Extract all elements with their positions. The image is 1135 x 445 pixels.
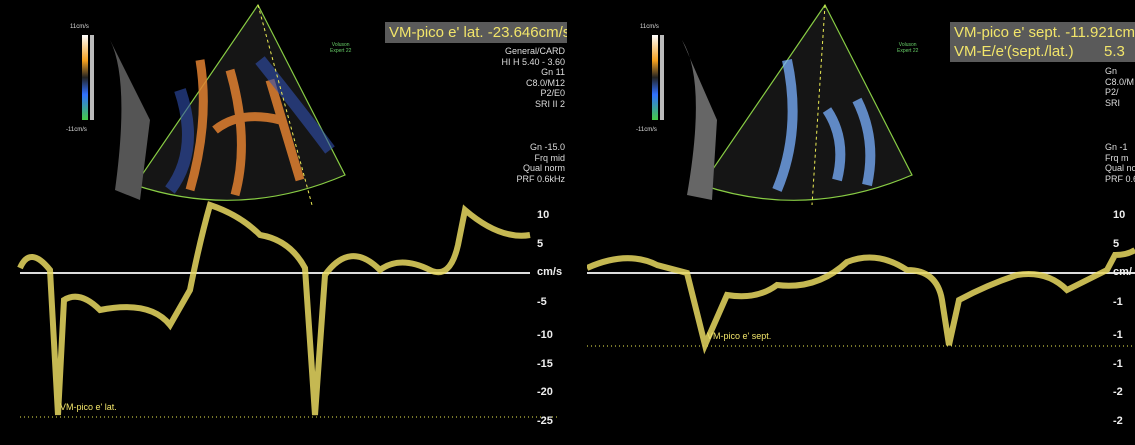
velocity-tick-label: -5 xyxy=(537,296,547,308)
color-scale-min: -11cm/s xyxy=(66,125,87,135)
doppler-setting: Qual no xyxy=(1105,163,1135,173)
velocity-tick-label: 10 xyxy=(537,209,549,221)
image xyxy=(0,0,567,445)
setting: Gn xyxy=(1105,66,1117,76)
setting: P2/ xyxy=(1105,87,1119,97)
velocity-tick-label: -1 xyxy=(1113,296,1123,308)
logo-text: Expert 22 xyxy=(330,48,351,54)
velocity-tick-label: -2 xyxy=(1113,386,1123,398)
setting: SRI II 2 xyxy=(535,99,565,109)
velocity-tick-label: 5 xyxy=(1113,238,1119,250)
velocity-tick-label: -1 xyxy=(1113,358,1123,370)
setting: HI H 5.40 - 3.60 xyxy=(501,57,565,67)
setting: General/CARD xyxy=(505,46,565,56)
velocity-tick-label: -10 xyxy=(537,329,553,341)
velocity-tick-label: 5 xyxy=(537,238,543,250)
doppler-setting: Qual norm xyxy=(523,163,565,173)
measurement-text: 5.3 xyxy=(1104,42,1125,61)
color-scale-max: 11cm/s xyxy=(70,22,89,32)
screen: 11cm/s -11cm/s VolusonExpert 22 VM-pico e' … xyxy=(0,0,1135,445)
velocity-tick-label: 10 xyxy=(1113,209,1125,221)
logo-text: Expert 22 xyxy=(897,48,918,54)
marker-label: VM-pico e' sept. xyxy=(707,331,771,341)
velocity-tick-label: -15 xyxy=(537,358,553,370)
velocity-tick-label: -1 xyxy=(1113,329,1123,341)
doppler-setting: Frq m xyxy=(1105,153,1129,163)
measurement-box: VM-pico e' lat. -23.646cm/s xyxy=(385,22,567,43)
velocity-tick-label: cm/ xyxy=(1113,266,1132,278)
measurement-text: VM-E/e'(sept./lat.) xyxy=(954,42,1104,61)
doppler-setting: Gn -15.0 xyxy=(530,142,565,152)
image xyxy=(587,0,1135,445)
doppler-setting: PRF 0.6k xyxy=(1105,174,1135,184)
color-scale-max: 11cm/s xyxy=(640,22,659,32)
color-scale-min: -11cm/s xyxy=(636,125,657,135)
velocity-tick-label: -25 xyxy=(537,415,553,427)
velocity-tick-label: cm/s xyxy=(537,266,562,278)
doppler-setting: Frq mid xyxy=(534,153,565,163)
setting: C8.0/M12 xyxy=(526,78,565,88)
measurement-text: VM-pico e' sept. -11.921cm xyxy=(954,23,1135,42)
measurement-text: VM-pico e' lat. -23.646cm/s xyxy=(389,23,563,42)
velocity-tick-label: -2 xyxy=(1113,415,1123,427)
doppler-setting: PRF 0.6kHz xyxy=(516,174,565,184)
setting: C8.0/M xyxy=(1105,77,1134,87)
velocity-tick-label: -20 xyxy=(537,386,553,398)
setting: SRI xyxy=(1105,98,1120,108)
setting: Gn 11 xyxy=(541,67,565,77)
doppler-setting: Gn -1 xyxy=(1105,142,1128,152)
marker-label: VM-pico e' lat. xyxy=(60,402,117,412)
setting: P2/E0 xyxy=(540,88,565,98)
